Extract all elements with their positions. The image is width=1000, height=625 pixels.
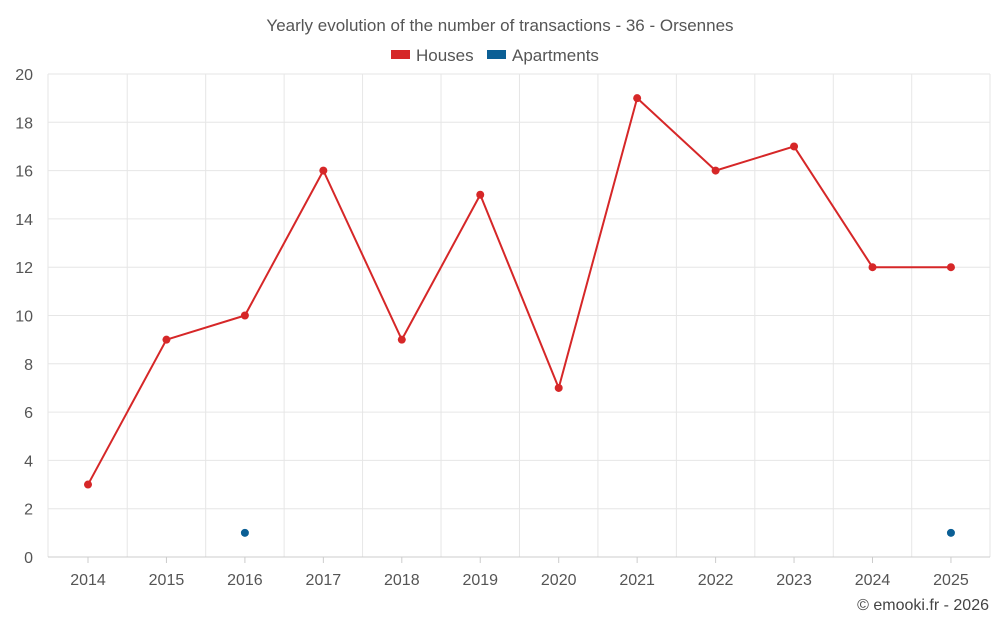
- series-houses: [84, 94, 955, 489]
- data-point-houses[interactable]: [397, 335, 406, 344]
- data-point-houses[interactable]: [554, 383, 563, 392]
- grid: [47, 73, 991, 558]
- y-tick-label: 16: [15, 164, 33, 181]
- data-point-houses[interactable]: [868, 263, 877, 272]
- legend-label-houses[interactable]: Houses: [416, 46, 474, 65]
- series-apartments: [240, 528, 955, 537]
- y-tick-label: 0: [24, 550, 33, 567]
- legend-label-apartments[interactable]: Apartments: [512, 46, 599, 65]
- x-tick-label: 2024: [855, 572, 891, 589]
- data-point-houses[interactable]: [790, 142, 799, 151]
- data-point-houses[interactable]: [633, 94, 642, 103]
- x-tick-label: 2014: [70, 572, 106, 589]
- x-tick-label: 2019: [462, 572, 498, 589]
- data-point-houses[interactable]: [319, 166, 328, 175]
- x-tick-label: 2022: [698, 572, 734, 589]
- y-tick-label: 18: [15, 115, 33, 132]
- x-tick-label: 2016: [227, 572, 263, 589]
- legend: Houses Apartments: [391, 46, 599, 65]
- x-tick-label: 2023: [776, 572, 812, 589]
- x-tick-label: 2015: [149, 572, 185, 589]
- data-point-houses[interactable]: [162, 335, 171, 344]
- x-axis: 2014 2015 2016 2017 2018 2019 2020 2021 2022 2023…: [48, 556, 990, 589]
- data-point-apartments[interactable]: [946, 528, 955, 537]
- data-point-apartments[interactable]: [240, 528, 249, 537]
- legend-swatch-apartments: [487, 50, 506, 59]
- series-layer: [84, 94, 955, 537]
- y-tick-label: 20: [15, 67, 33, 84]
- chart-title: Yearly evolution of the number of transa…: [266, 16, 733, 35]
- y-tick-label: 10: [15, 309, 33, 326]
- x-tick-label: 2021: [619, 572, 655, 589]
- x-tick-label: 2018: [384, 572, 420, 589]
- x-tick-label: 2025: [933, 572, 969, 589]
- data-point-houses[interactable]: [711, 166, 720, 175]
- legend-swatch-houses: [391, 50, 410, 59]
- data-point-houses[interactable]: [84, 480, 92, 489]
- y-tick-label: 4: [24, 453, 33, 470]
- data-point-houses[interactable]: [476, 190, 485, 199]
- series-line-houses: [87, 96, 951, 486]
- x-tick-label: 2017: [306, 572, 342, 589]
- y-tick-label: 12: [15, 260, 33, 277]
- y-tick-label: 8: [24, 357, 33, 374]
- y-tick-label: 14: [15, 212, 33, 229]
- data-point-houses[interactable]: [946, 263, 955, 272]
- y-tick-label: 2: [24, 502, 33, 519]
- data-point-houses[interactable]: [240, 311, 249, 320]
- y-tick-label: 6: [24, 405, 33, 422]
- y-axis: 0 2 4 6 8 10 12 14 16 18 20: [15, 67, 33, 567]
- credit-text: © emooki.fr - 2026: [857, 597, 989, 614]
- x-tick-label: 2020: [541, 572, 577, 589]
